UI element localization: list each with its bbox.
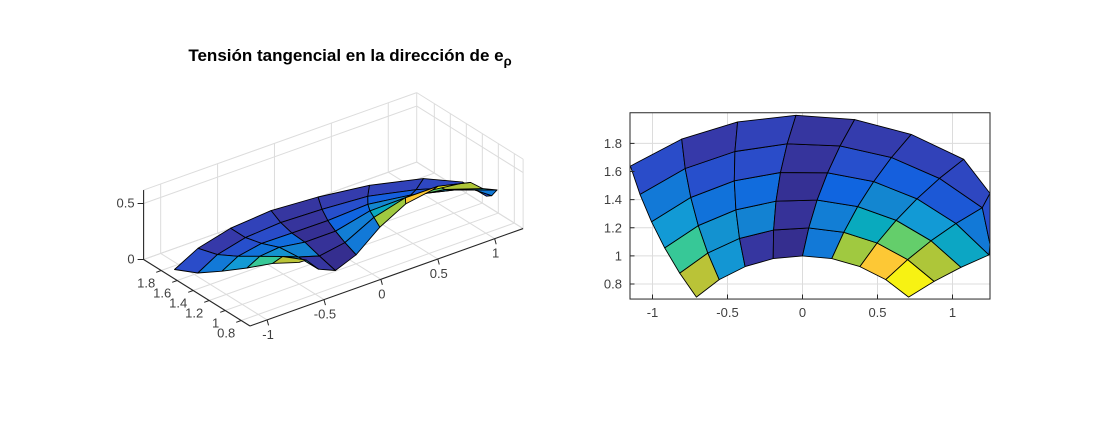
- y-tick-label: 1.8: [137, 276, 155, 291]
- x-tick-label: 1: [492, 246, 499, 261]
- y-axis: [143, 259, 251, 327]
- y-tick-label: 0.8: [604, 277, 622, 292]
- tick-mark: [380, 279, 383, 285]
- x-tick-label: 0.5: [868, 305, 886, 320]
- y-tick-label: 1.2: [604, 220, 622, 235]
- surface-3d-plot: -1-0.500.510.811.21.41.61.800.5: [117, 92, 524, 342]
- x-tick-label: -1: [647, 305, 659, 320]
- plot-title: Tensión tangencial en la dirección de eρ: [140, 46, 560, 68]
- y-tick-label: 1.6: [153, 286, 171, 301]
- z-tick-label: 0: [127, 252, 134, 267]
- tick-mark: [494, 238, 497, 245]
- box-edge: [143, 92, 417, 191]
- 3d-plot-axes: -1-0.500.510.811.21.41.61.800.5: [117, 190, 524, 342]
- plot-title-text: Tensión tangencial en la dirección de e: [188, 46, 504, 65]
- grid-line: [416, 105, 524, 173]
- y-tick-label: 1.4: [604, 192, 622, 207]
- x-tick-label: -0.5: [716, 305, 738, 320]
- tick-mark: [204, 300, 210, 303]
- y-tick-label: 1.8: [604, 136, 622, 151]
- grid-line: [143, 105, 417, 204]
- tick-mark: [236, 320, 242, 323]
- y-tick-label: 0.8: [217, 326, 235, 341]
- box-edge: [416, 161, 524, 229]
- tick-mark: [188, 290, 194, 293]
- grid-line: [241, 222, 515, 321]
- axes-box: [629, 112, 991, 300]
- surface-mesh-top: [629, 114, 991, 298]
- x-tick-label: 0.5: [430, 266, 448, 281]
- y-tick-label: 1.4: [169, 296, 187, 311]
- box-edge: [416, 92, 524, 160]
- x-axis: [249, 228, 524, 327]
- surface-mesh-3d: [174, 178, 498, 274]
- y-tick-label: 1.6: [604, 164, 622, 179]
- surface-top-plot: -1 -0.5 0 0.5 1 0.8 1 1.2 1.4 1.6 1.8: [604, 112, 991, 320]
- x-tick-label: -1: [262, 327, 274, 342]
- top-plot-axes: -1 -0.5 0 0.5 1 0.8 1 1.2 1.4 1.6 1.8: [604, 112, 991, 320]
- y-tick-label: 1: [212, 316, 219, 331]
- x-tick-label: -0.5: [314, 307, 336, 322]
- x-tick-label: 1: [949, 305, 956, 320]
- tick-mark: [172, 280, 178, 283]
- tick-mark: [266, 319, 270, 326]
- x-tick-label: 0: [799, 305, 806, 320]
- tick-mark: [220, 310, 226, 313]
- y-tick-label: 1.2: [185, 306, 203, 321]
- surface-cell: [272, 256, 307, 264]
- tick-mark: [437, 258, 440, 265]
- tick-mark: [323, 299, 326, 306]
- y-tick-label: 1: [615, 248, 622, 263]
- grid-line: [225, 212, 499, 311]
- x-tick-label: 0: [378, 286, 385, 301]
- plot-title-subscript: ρ: [503, 53, 512, 69]
- tick-mark: [156, 270, 162, 273]
- z-tick-label: 0.5: [117, 196, 135, 211]
